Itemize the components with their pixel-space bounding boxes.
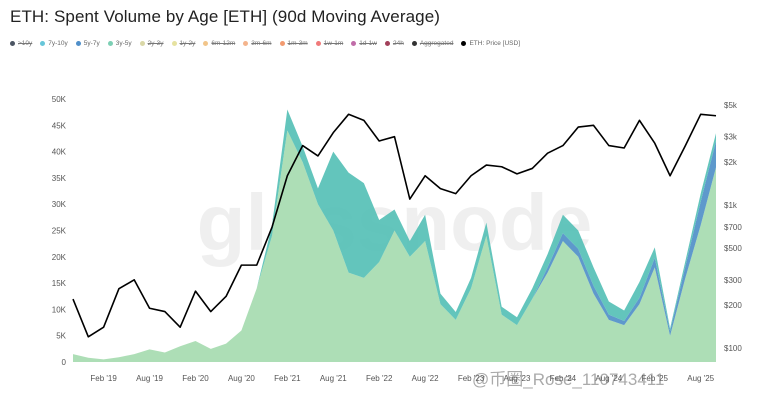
- y-tick-label: 35K: [52, 174, 67, 183]
- y2-tick-label: $100: [724, 344, 742, 353]
- legend-item[interactable]: >10y: [10, 40, 32, 47]
- legend-swatch: [411, 41, 417, 46]
- legend-item[interactable]: 1d-1w: [351, 40, 377, 47]
- legend-swatch: [279, 41, 285, 46]
- legend-item[interactable]: ETH: Price [USD]: [461, 40, 520, 47]
- x-tick-label: Aug '22: [412, 374, 439, 383]
- legend-swatch: [243, 41, 249, 46]
- legend-item[interactable]: 1m-3m: [279, 40, 308, 47]
- legend-label: 3m-6m: [251, 40, 272, 47]
- y2-tick-label: $700: [724, 223, 742, 232]
- y-tick-label: 15K: [52, 279, 67, 288]
- y-tick-label: 45K: [52, 121, 67, 130]
- legend-swatch: [461, 41, 467, 46]
- legend-label: 2y-3y: [147, 40, 164, 47]
- legend-item[interactable]: 1y-2y: [171, 40, 196, 47]
- x-tick-label: Aug '21: [320, 374, 347, 383]
- legend-swatch: [107, 41, 113, 46]
- legend-label: 6m-12m: [211, 40, 236, 47]
- legend-label: 3y-5y: [115, 40, 132, 47]
- x-tick-label: Feb '22: [366, 374, 393, 383]
- legend-item[interactable]: 6m-12m: [203, 40, 235, 47]
- x-tick-label: Aug '24: [595, 374, 622, 383]
- legend-swatch: [315, 41, 321, 46]
- x-tick-label: Aug '23: [504, 374, 531, 383]
- y2-tick-label: $300: [724, 276, 742, 285]
- legend-label: 7y-10y: [48, 40, 68, 47]
- legend-swatch: [351, 41, 357, 46]
- x-tick-label: Aug '19: [136, 374, 163, 383]
- y-tick-label: 40K: [52, 148, 67, 157]
- area-3y-5y: [73, 130, 716, 362]
- legend-swatch: [171, 41, 177, 46]
- legend-label: 24h: [392, 40, 404, 47]
- legend-label: Aggregated: [419, 40, 454, 47]
- chart-title: ETH: Spent Volume by Age [ETH] (90d Movi…: [10, 7, 441, 26]
- y2-tick-label: $500: [724, 244, 742, 253]
- x-tick-label: Feb '23: [458, 374, 485, 383]
- legend-item[interactable]: 2y-3y: [139, 40, 164, 47]
- y-tick-label: 10K: [52, 305, 67, 314]
- chart-legend: >10y 7y-10y 5y-7y 3y-5y 2y-3y 1y-2y 6m-12m 3m-6…: [10, 40, 728, 47]
- y2-tick-label: $200: [724, 301, 742, 310]
- y-tick-label: 50K: [52, 95, 67, 104]
- legend-swatch: [75, 41, 81, 46]
- x-tick-label: Feb '25: [642, 374, 669, 383]
- legend-item[interactable]: 1w-1m: [315, 40, 344, 47]
- legend-item[interactable]: Aggregated: [411, 40, 454, 47]
- legend-swatch: [384, 41, 390, 46]
- corner-watermark-text: @币圈_Rose_110743411: [472, 370, 665, 389]
- y-tick-label: 25K: [52, 227, 67, 236]
- x-tick-label: Aug '20: [228, 374, 255, 383]
- legend-swatch: [139, 41, 145, 46]
- x-tick-label: Feb '24: [550, 374, 577, 383]
- legend-label: >10y: [18, 40, 33, 47]
- legend-swatch: [203, 41, 209, 46]
- legend-label: ETH: Price [USD]: [469, 40, 521, 47]
- x-tick-label: Feb '19: [90, 374, 117, 383]
- legend-swatch: [40, 41, 46, 46]
- legend-item[interactable]: 24h: [384, 40, 404, 47]
- x-tick-label: Feb '21: [274, 374, 301, 383]
- legend-swatch: [10, 41, 15, 46]
- legend-item[interactable]: 3m-6m: [243, 40, 272, 47]
- legend-item[interactable]: 3y-5y: [107, 40, 132, 47]
- y-tick-label: 0: [62, 358, 67, 367]
- legend-label: 5y-7y: [83, 40, 100, 47]
- price-line: [72, 113, 717, 338]
- x-tick-label: Feb '20: [182, 374, 209, 383]
- y-tick-label: 20K: [52, 253, 67, 262]
- legend-label: 1y-2y: [179, 40, 196, 47]
- y2-tick-label: $3k: [724, 133, 738, 142]
- y2-tick-label: $1k: [724, 201, 738, 210]
- legend-item[interactable]: 7y-10y: [40, 40, 68, 47]
- y-tick-label: 30K: [52, 200, 67, 209]
- y2-tick-label: $2k: [724, 158, 738, 167]
- x-tick-label: Aug '25: [687, 374, 714, 383]
- legend-label: 1d-1w: [359, 40, 377, 47]
- legend-item[interactable]: 5y-7y: [75, 40, 100, 47]
- y2-tick-label: $5k: [724, 101, 738, 110]
- legend-label: 1m-3m: [287, 40, 308, 47]
- y-tick-label: 5K: [56, 332, 66, 341]
- legend-label: 1w-1m: [323, 40, 344, 47]
